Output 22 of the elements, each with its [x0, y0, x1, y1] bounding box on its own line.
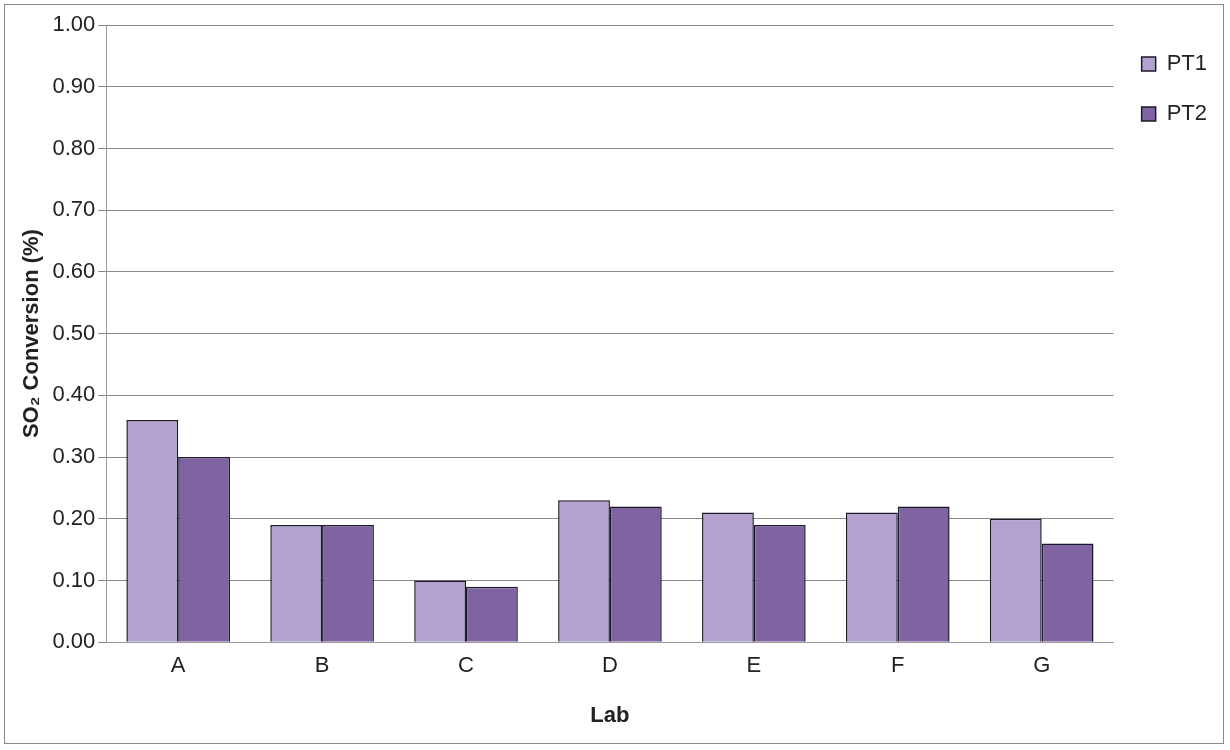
legend-label: PT2	[1166, 100, 1208, 126]
x-tick-label: G	[1033, 652, 1051, 678]
x-tick-label: A	[170, 652, 186, 678]
y-tick-label: 0.40	[52, 381, 96, 407]
x-tick-label: B	[314, 652, 330, 678]
legend-label: PT1	[1166, 50, 1208, 76]
y-tick-label: 1.00	[52, 11, 96, 37]
y-tick-label: 0.90	[52, 72, 96, 98]
x-tick-label: F	[891, 652, 905, 678]
x-tick-label: D	[601, 652, 618, 678]
y-tick-label: 0.30	[52, 443, 96, 469]
y-axis-title: SO₂ Conversion (%)	[18, 229, 44, 439]
y-tick-label: 0.20	[52, 504, 96, 530]
x-tick-label: C	[458, 652, 475, 678]
y-tick-label: 0.10	[52, 566, 96, 592]
y-tick-label: 0.80	[52, 134, 96, 160]
y-tick-label: 0.00	[52, 628, 96, 654]
x-tick-label: E	[746, 652, 762, 678]
y-tick-label: 0.50	[52, 319, 96, 345]
y-tick-label: 0.60	[52, 257, 96, 283]
y-tick-label: 0.70	[52, 196, 96, 222]
x-axis-title: Lab	[590, 701, 630, 727]
